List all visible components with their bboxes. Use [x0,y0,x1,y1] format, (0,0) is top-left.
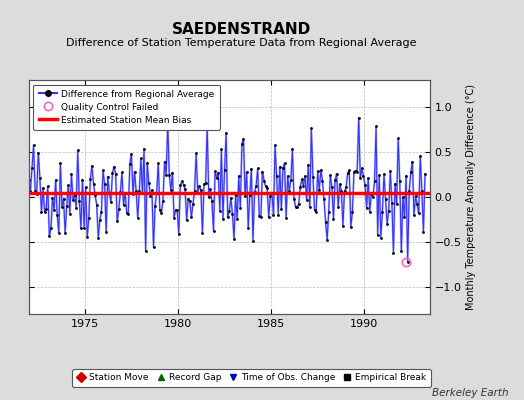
Text: SAEDENSTRAND: SAEDENSTRAND [171,22,311,37]
Y-axis label: Monthly Temperature Anomaly Difference (°C): Monthly Temperature Anomaly Difference (… [466,84,476,310]
Text: Berkeley Earth: Berkeley Earth [432,388,508,398]
Legend: Difference from Regional Average, Quality Control Failed, Estimated Station Mean: Difference from Regional Average, Qualit… [34,84,220,130]
Legend: Station Move, Record Gap, Time of Obs. Change, Empirical Break: Station Move, Record Gap, Time of Obs. C… [72,369,431,387]
Text: Difference of Station Temperature Data from Regional Average: Difference of Station Temperature Data f… [66,38,416,48]
